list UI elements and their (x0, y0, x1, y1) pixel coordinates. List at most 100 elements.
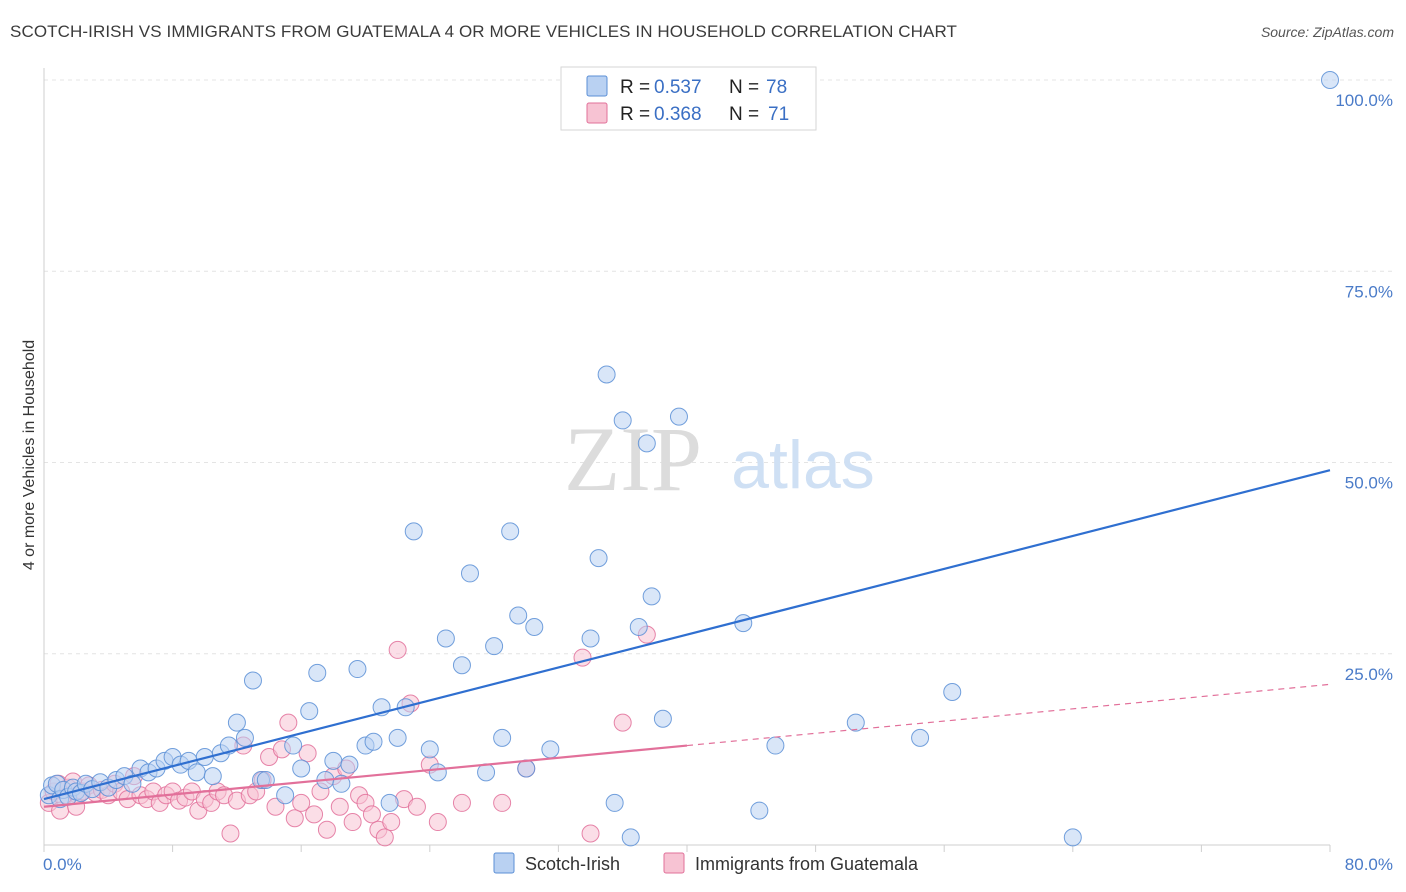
scotch-irish-point-70 (629, 617, 648, 636)
scotch-irish-point-65 (589, 549, 608, 568)
scotch-irish-point-74 (669, 407, 688, 426)
scotch-irish-point-81 (1063, 828, 1082, 847)
x-tick-label-min: 0.0% (43, 855, 82, 874)
watermark-atlas: atlas (731, 427, 875, 503)
scotch-irish-point-48 (388, 728, 407, 747)
scotch-irish-point-37 (300, 702, 319, 721)
y-tick-label-3: 75.0% (1345, 282, 1393, 301)
chart-title: SCOTCH-IRISH VS IMMIGRANTS FROM GUATEMAL… (10, 22, 958, 41)
scotch-irish-point-54 (452, 656, 471, 675)
scotch-irish-point-68 (613, 411, 632, 430)
bottom-legend-label-guatemala: Immigrants from Guatemala (695, 854, 919, 874)
source-label: Source: ZipAtlas.com (1260, 24, 1394, 40)
scotch-irish-point-72 (642, 587, 661, 606)
guatemala-point-64 (493, 793, 512, 812)
watermark: ZIP atlas (564, 408, 875, 510)
scotch-irish-point-30 (235, 728, 254, 747)
scotch-irish-point-36 (292, 759, 311, 778)
scotch-irish-point-60 (509, 606, 528, 625)
guatemala-point-57 (388, 640, 407, 659)
guatemala-point-67 (581, 824, 600, 843)
scotch-irish-point-35 (284, 736, 303, 755)
scotch-irish-point-34 (276, 786, 295, 805)
scotch-irish-point-56 (477, 763, 496, 782)
guatemala-point-38 (266, 797, 285, 816)
scotch-irish-point-50 (404, 522, 423, 541)
y-tick-label-2: 50.0% (1345, 474, 1393, 493)
scotch-irish-point-53 (436, 629, 455, 648)
scotch-irish-point-79 (911, 728, 930, 747)
legend-n-label-2: N = (729, 104, 759, 125)
scotch-irish-point-59 (501, 522, 520, 541)
scotch-irish-point-62 (525, 617, 544, 636)
tick-labels: 25.0% 50.0% 75.0% 100.0% 0.0% 80.0% (43, 91, 1393, 874)
guatemala-trend-line-extended (686, 683, 1331, 747)
scotch-irish-point-47 (380, 793, 399, 812)
guatemala-point-48 (330, 797, 349, 816)
bottom-legend: Scotch-Irish Immigrants from Guatemala (493, 852, 919, 874)
guatemala-point-68 (613, 713, 632, 732)
scotch-irish-point-76 (750, 801, 769, 820)
legend-r-value-1: 0.537 (654, 77, 702, 98)
scotch-irish-point-29 (227, 713, 246, 732)
data-points (39, 71, 1339, 847)
axes (43, 68, 1331, 852)
scotch-irish-point-40 (324, 751, 343, 770)
guatemala-point-63 (452, 793, 471, 812)
guatemala-point-42 (292, 793, 311, 812)
scotch-irish-point-66 (597, 365, 616, 384)
scotch-irish-point-80 (943, 683, 962, 701)
y-tick-label-1: 25.0% (1345, 665, 1393, 684)
scotch-irish-point-69 (621, 828, 640, 847)
legend-n-value-1: 78 (766, 77, 787, 98)
legend-swatch-guatemala (586, 102, 608, 124)
bottom-legend-swatch-guatemala (663, 852, 685, 874)
trend-lines (43, 469, 1331, 808)
scotch-irish-point-43 (348, 660, 367, 679)
scotch-irish-point-75 (734, 614, 753, 633)
scotch-irish-point-16 (123, 774, 142, 793)
y-tick-label-4: 100.0% (1335, 91, 1393, 110)
guatemala-point-44 (305, 805, 324, 824)
grid-lines (44, 79, 1392, 655)
scotch-irish-trend-line (43, 469, 1331, 801)
scotch-irish-point-63 (541, 740, 560, 759)
guatemala-point-60 (407, 797, 426, 816)
scotch-irish-point-55 (460, 564, 479, 583)
guatemala-point-41 (285, 809, 304, 828)
scotch-irish-point-77 (766, 736, 785, 755)
scotch-irish-point-51 (420, 740, 439, 759)
scotch-irish-point-64 (581, 629, 600, 648)
scotch-irish-point-42 (340, 755, 359, 774)
scotch-irish-point-38 (308, 663, 327, 682)
scotch-irish-point-82 (1321, 71, 1339, 89)
scotch-irish-point-71 (637, 434, 656, 453)
scotch-irish-point-31 (243, 671, 262, 690)
guatemala-trend-line (43, 744, 688, 808)
scotch-irish-point-26 (203, 767, 222, 786)
guatemala-point-56 (382, 813, 401, 832)
guatemala-point-43 (298, 744, 317, 763)
scotch-irish-point-57 (485, 637, 504, 656)
scotch-irish-point-78 (846, 713, 865, 732)
legend-n-value-2: 71 (768, 104, 789, 125)
x-tick-label-max: 80.0% (1345, 855, 1393, 874)
legend-n-label-1: N = (729, 77, 759, 98)
scotch-irish-point-52 (428, 763, 447, 782)
scotch-irish-point-61 (517, 759, 536, 778)
scotch-irish-point-58 (493, 728, 512, 747)
guatemala-point-62 (428, 813, 447, 832)
scotch-irish-point-45 (364, 732, 383, 751)
guatemala-point-50 (343, 813, 362, 832)
bottom-legend-swatch-scotch-irish (493, 852, 515, 874)
legend-swatch-scotch-irish (586, 75, 608, 97)
y-axis-label: 4 or more Vehicles in Household (21, 340, 38, 570)
legend: R = 0.537 N = 78 R = 0.368 N = 71 (560, 66, 817, 131)
scotch-irish-point-24 (187, 763, 206, 782)
legend-r-label-1: R = (620, 77, 650, 98)
scotch-irish-point-67 (605, 793, 624, 812)
scotch-irish-point-73 (653, 709, 672, 728)
guatemala-point-55 (375, 828, 394, 847)
bottom-legend-label-scotch-irish: Scotch-Irish (525, 854, 620, 874)
